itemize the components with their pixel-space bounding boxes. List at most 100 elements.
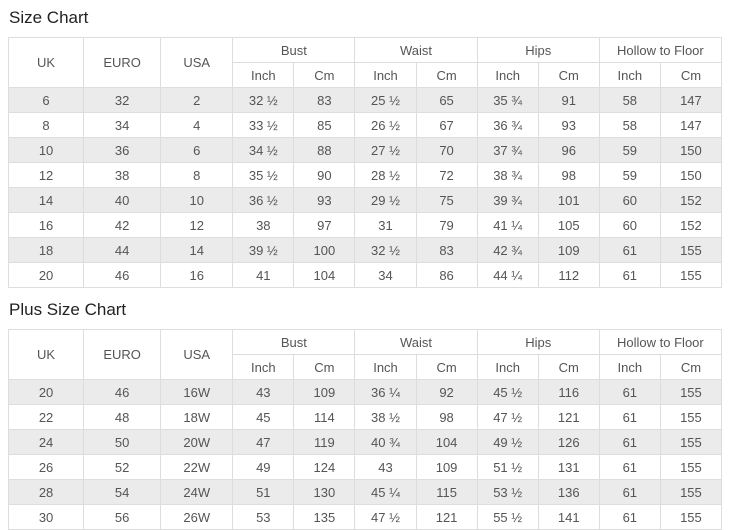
table-cell: 34	[354, 262, 417, 288]
subcolumn-hollow-inch: Inch	[598, 62, 661, 88]
table-cell: 116	[537, 379, 600, 405]
table-cell: 45 ¼	[354, 479, 417, 505]
table-cell: 18W	[160, 404, 234, 430]
table-cell: 114	[293, 404, 356, 430]
column-group-waist: Waist	[354, 329, 478, 355]
table-cell: 14	[7, 187, 85, 213]
table-cell: 119	[293, 429, 356, 455]
table-cell: 31	[354, 212, 417, 238]
table-cell: 85	[293, 112, 356, 138]
table-cell: 38	[232, 212, 295, 238]
table-cell: 61	[598, 404, 661, 430]
column-header-usa: USA	[160, 37, 234, 88]
subcolumn-bust-inch: Inch	[232, 354, 295, 380]
table-cell: 141	[537, 504, 600, 530]
table-row: 26 52 22W 49 124 43 109 51 ½ 131 61 155	[7, 454, 723, 480]
table-cell: 8	[7, 112, 85, 138]
table-cell: 20	[7, 262, 85, 288]
table-cell: 45	[232, 404, 295, 430]
table-cell: 8	[160, 162, 234, 188]
table-cell: 79	[415, 212, 478, 238]
table-cell: 47 ½	[476, 404, 539, 430]
table-cell: 42 ¾	[476, 237, 539, 263]
table-cell: 61	[598, 479, 661, 505]
table-cell: 109	[293, 379, 356, 405]
table-cell: 150	[659, 162, 723, 188]
table-cell: 93	[537, 112, 600, 138]
table-cell: 16	[7, 212, 85, 238]
table-cell: 150	[659, 137, 723, 163]
table-cell: 44 ¼	[476, 262, 539, 288]
column-group-hips: Hips	[476, 329, 600, 355]
table-cell: 28	[7, 479, 85, 505]
table-cell: 6	[160, 137, 234, 163]
table-cell: 126	[537, 429, 600, 455]
table-row: 6 32 2 32 ½ 83 25 ½ 65 35 ¾ 91 58 147	[7, 87, 723, 113]
column-group-bust: Bust	[232, 37, 356, 63]
table-cell: 16W	[160, 379, 234, 405]
table-cell: 49	[232, 454, 295, 480]
table-cell: 6	[7, 87, 85, 113]
table-cell: 24W	[160, 479, 234, 505]
table-cell: 29 ½	[354, 187, 417, 213]
table-cell: 88	[293, 137, 356, 163]
table-cell: 83	[415, 237, 478, 263]
table-cell: 2	[160, 87, 234, 113]
table-row: 22 48 18W 45 114 38 ½ 98 47 ½ 121 61 155	[7, 404, 723, 430]
table-cell: 155	[659, 504, 723, 530]
table-cell: 155	[659, 429, 723, 455]
table-cell: 45 ½	[476, 379, 539, 405]
table-cell: 35 ¾	[476, 87, 539, 113]
table-cell: 75	[415, 187, 478, 213]
table-cell: 47 ½	[354, 504, 417, 530]
size-chart-header: UK EURO USA Bust Waist Hips Hollow to Fl…	[7, 37, 723, 88]
table-cell: 38 ¾	[476, 162, 539, 188]
table-row: 16 42 12 38 97 31 79 41 ¼ 105 60 152	[7, 212, 723, 238]
table-cell: 53	[232, 504, 295, 530]
table-cell: 12	[160, 212, 234, 238]
table-cell: 61	[598, 454, 661, 480]
table-cell: 65	[415, 87, 478, 113]
table-cell: 26W	[160, 504, 234, 530]
table-row: 20 46 16W 43 109 36 ¼ 92 45 ½ 116 61 155	[7, 379, 723, 405]
column-header-uk: UK	[7, 37, 85, 88]
table-cell: 50	[83, 429, 162, 455]
subcolumn-bust-cm: Cm	[293, 62, 356, 88]
column-header-usa: USA	[160, 329, 234, 380]
table-cell: 46	[83, 379, 162, 405]
table-row: 18 44 14 39 ½ 100 32 ½ 83 42 ¾ 109 61 155	[7, 237, 723, 263]
column-group-hollow-to-floor: Hollow to Floor	[598, 329, 723, 355]
subcolumn-waist-cm: Cm	[415, 62, 478, 88]
table-cell: 130	[293, 479, 356, 505]
table-cell: 59	[598, 137, 661, 163]
table-cell: 58	[598, 87, 661, 113]
column-header-euro: EURO	[83, 329, 162, 380]
table-cell: 155	[659, 262, 723, 288]
table-cell: 22W	[160, 454, 234, 480]
plus-size-chart-header: UK EURO USA Bust Waist Hips Hollow to Fl…	[7, 329, 723, 380]
subcolumn-hollow-cm: Cm	[659, 62, 723, 88]
table-cell: 48	[83, 404, 162, 430]
table-cell: 18	[7, 237, 85, 263]
table-cell: 93	[293, 187, 356, 213]
table-cell: 54	[83, 479, 162, 505]
table-cell: 51 ½	[476, 454, 539, 480]
table-cell: 98	[537, 162, 600, 188]
table-row: 20 46 16 41 104 34 86 44 ¼ 112 61 155	[7, 262, 723, 288]
table-cell: 155	[659, 404, 723, 430]
table-cell: 20W	[160, 429, 234, 455]
table-cell: 41 ¼	[476, 212, 539, 238]
table-cell: 36 ½	[232, 187, 295, 213]
table-cell: 155	[659, 379, 723, 405]
table-cell: 97	[293, 212, 356, 238]
table-cell: 152	[659, 187, 723, 213]
table-cell: 55 ½	[476, 504, 539, 530]
plus-size-chart-table: UK EURO USA Bust Waist Hips Hollow to Fl…	[7, 329, 723, 530]
table-row: 12 38 8 35 ½ 90 28 ½ 72 38 ¾ 98 59 150	[7, 162, 723, 188]
table-cell: 147	[659, 87, 723, 113]
table-cell: 38 ½	[354, 404, 417, 430]
table-cell: 41	[232, 262, 295, 288]
table-cell: 36 ¼	[354, 379, 417, 405]
table-cell: 155	[659, 237, 723, 263]
